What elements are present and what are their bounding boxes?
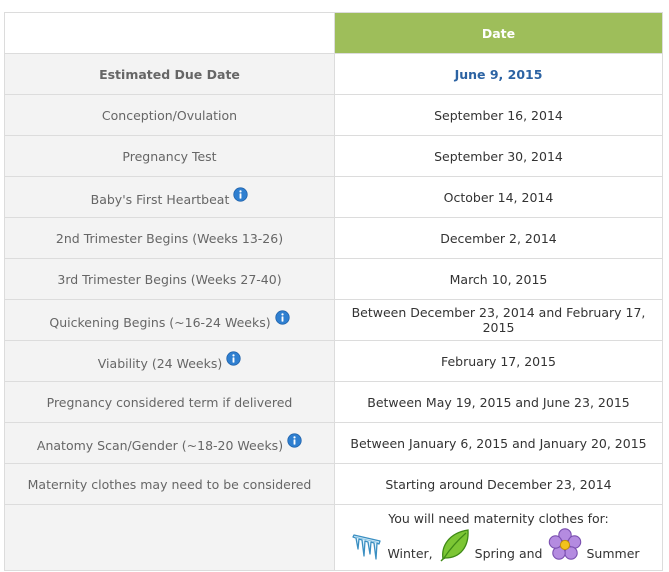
third-trimester-value: March 10, 2015 <box>449 271 548 287</box>
flower-icon <box>549 528 582 560</box>
maternity-clothes-label: Maternity clothes may need to be conside… <box>27 476 312 492</box>
row-value: March 10, 2015 <box>334 258 663 300</box>
row-value: Between January 6, 2015 and January 20, … <box>334 422 663 464</box>
row-label: Pregnancy considered term if delivered <box>4 381 335 423</box>
row-label-empty <box>4 504 335 571</box>
table-header-row: Date <box>4 12 663 54</box>
pregnancy-test-value: September 30, 2014 <box>434 148 563 164</box>
quickening-value: Between December 23, 2014 and February 1… <box>351 305 646 335</box>
term-value: Between May 19, 2015 and June 23, 2015 <box>367 394 630 410</box>
row-label: Conception/Ovulation <box>4 94 335 136</box>
maternity-seasons-cell: You will need maternity clothes for: Win… <box>334 504 663 571</box>
row-label: 3rd Trimester Begins (Weeks 27-40) <box>4 258 335 300</box>
table-row: Viability (24 Weeks) February 17, 2015 <box>4 340 663 382</box>
row-label: Pregnancy Test <box>4 135 335 177</box>
table-row: Pregnancy Test September 30, 2014 <box>4 135 663 177</box>
quickening-label: Quickening Begins (~16-24 Weeks) <box>49 315 271 330</box>
info-icon[interactable] <box>226 351 241 366</box>
info-icon[interactable] <box>233 187 248 202</box>
row-label: Maternity clothes may need to be conside… <box>4 463 335 505</box>
season-spring-label: Spring and <box>474 546 543 561</box>
table-row: Baby's First Heartbeat October 14, 2014 <box>4 176 663 218</box>
first-heartbeat-value: October 14, 2014 <box>443 189 554 205</box>
viability-value: February 17, 2015 <box>440 353 557 369</box>
estimated-due-date-value: June 9, 2015 <box>454 66 543 82</box>
row-value: October 14, 2014 <box>334 176 663 218</box>
table-row: Quickening Begins (~16-24 Weeks) Between… <box>4 299 663 341</box>
season-list: Winter, Spring and <box>335 528 662 562</box>
row-value: Starting around December 23, 2014 <box>334 463 663 505</box>
row-label: 2nd Trimester Begins (Weeks 13-26) <box>4 217 335 259</box>
season-winter: Winter, <box>351 532 438 562</box>
row-value: December 2, 2014 <box>334 217 663 259</box>
header-blank-cell <box>4 12 335 54</box>
maternity-note: You will need maternity clothes for: <box>388 511 609 526</box>
leaf-icon <box>440 529 469 562</box>
row-label: Estimated Due Date <box>4 53 335 95</box>
pregnancy-test-label: Pregnancy Test <box>122 148 217 164</box>
table-row: 3rd Trimester Begins (Weeks 27-40) March… <box>4 258 663 300</box>
row-value: September 30, 2014 <box>334 135 663 177</box>
table-row: Maternity clothes may need to be conside… <box>4 463 663 505</box>
viability-label: Viability (24 Weeks) <box>97 356 223 371</box>
row-value: Between May 19, 2015 and June 23, 2015 <box>334 381 663 423</box>
term-label: Pregnancy considered term if delivered <box>46 394 293 410</box>
maternity-clothes-value: Starting around December 23, 2014 <box>385 476 612 492</box>
info-icon[interactable] <box>274 310 290 325</box>
table-row: Estimated Due Date June 9, 2015 <box>4 53 663 95</box>
conception-value: September 16, 2014 <box>434 107 563 123</box>
estimated-due-date-label: Estimated Due Date <box>99 66 240 82</box>
date-column-header: Date <box>334 12 663 54</box>
due-date-table: Date Estimated Due Date June 9, 2015 Con… <box>4 12 663 571</box>
second-trimester-value: December 2, 2014 <box>440 230 557 246</box>
table-row: You will need maternity clothes for: Win… <box>4 504 663 571</box>
conception-label: Conception/Ovulation <box>101 107 238 123</box>
table-row: 2nd Trimester Begins (Weeks 13-26) Decem… <box>4 217 663 259</box>
anatomy-scan-value: Between January 6, 2015 and January 20, … <box>350 435 647 451</box>
row-value: February 17, 2015 <box>334 340 663 382</box>
season-winter-label: Winter, <box>387 546 433 561</box>
table-row: Pregnancy considered term if delivered B… <box>4 381 663 423</box>
table-row: Anatomy Scan/Gender (~18-20 Weeks) Betwe… <box>4 422 663 464</box>
season-summer: Summer <box>548 528 645 562</box>
row-label: Viability (24 Weeks) <box>4 340 335 382</box>
season-summer-label: Summer <box>586 546 640 561</box>
table-row: Conception/Ovulation September 16, 2014 <box>4 94 663 136</box>
row-value: June 9, 2015 <box>334 53 663 95</box>
row-label: Anatomy Scan/Gender (~18-20 Weeks) <box>4 422 335 464</box>
info-icon[interactable] <box>287 433 302 448</box>
row-value: Between December 23, 2014 and February 1… <box>334 299 663 341</box>
second-trimester-label: 2nd Trimester Begins (Weeks 13-26) <box>55 230 284 246</box>
season-spring: Spring and <box>439 528 549 562</box>
row-label: Quickening Begins (~16-24 Weeks) <box>4 299 335 341</box>
anatomy-scan-label: Anatomy Scan/Gender (~18-20 Weeks) <box>36 438 284 453</box>
row-label: Baby's First Heartbeat <box>4 176 335 218</box>
icicle-icon <box>352 534 382 560</box>
first-heartbeat-label: Baby's First Heartbeat <box>90 192 230 207</box>
row-value: September 16, 2014 <box>334 94 663 136</box>
third-trimester-label: 3rd Trimester Begins (Weeks 27-40) <box>57 271 282 287</box>
